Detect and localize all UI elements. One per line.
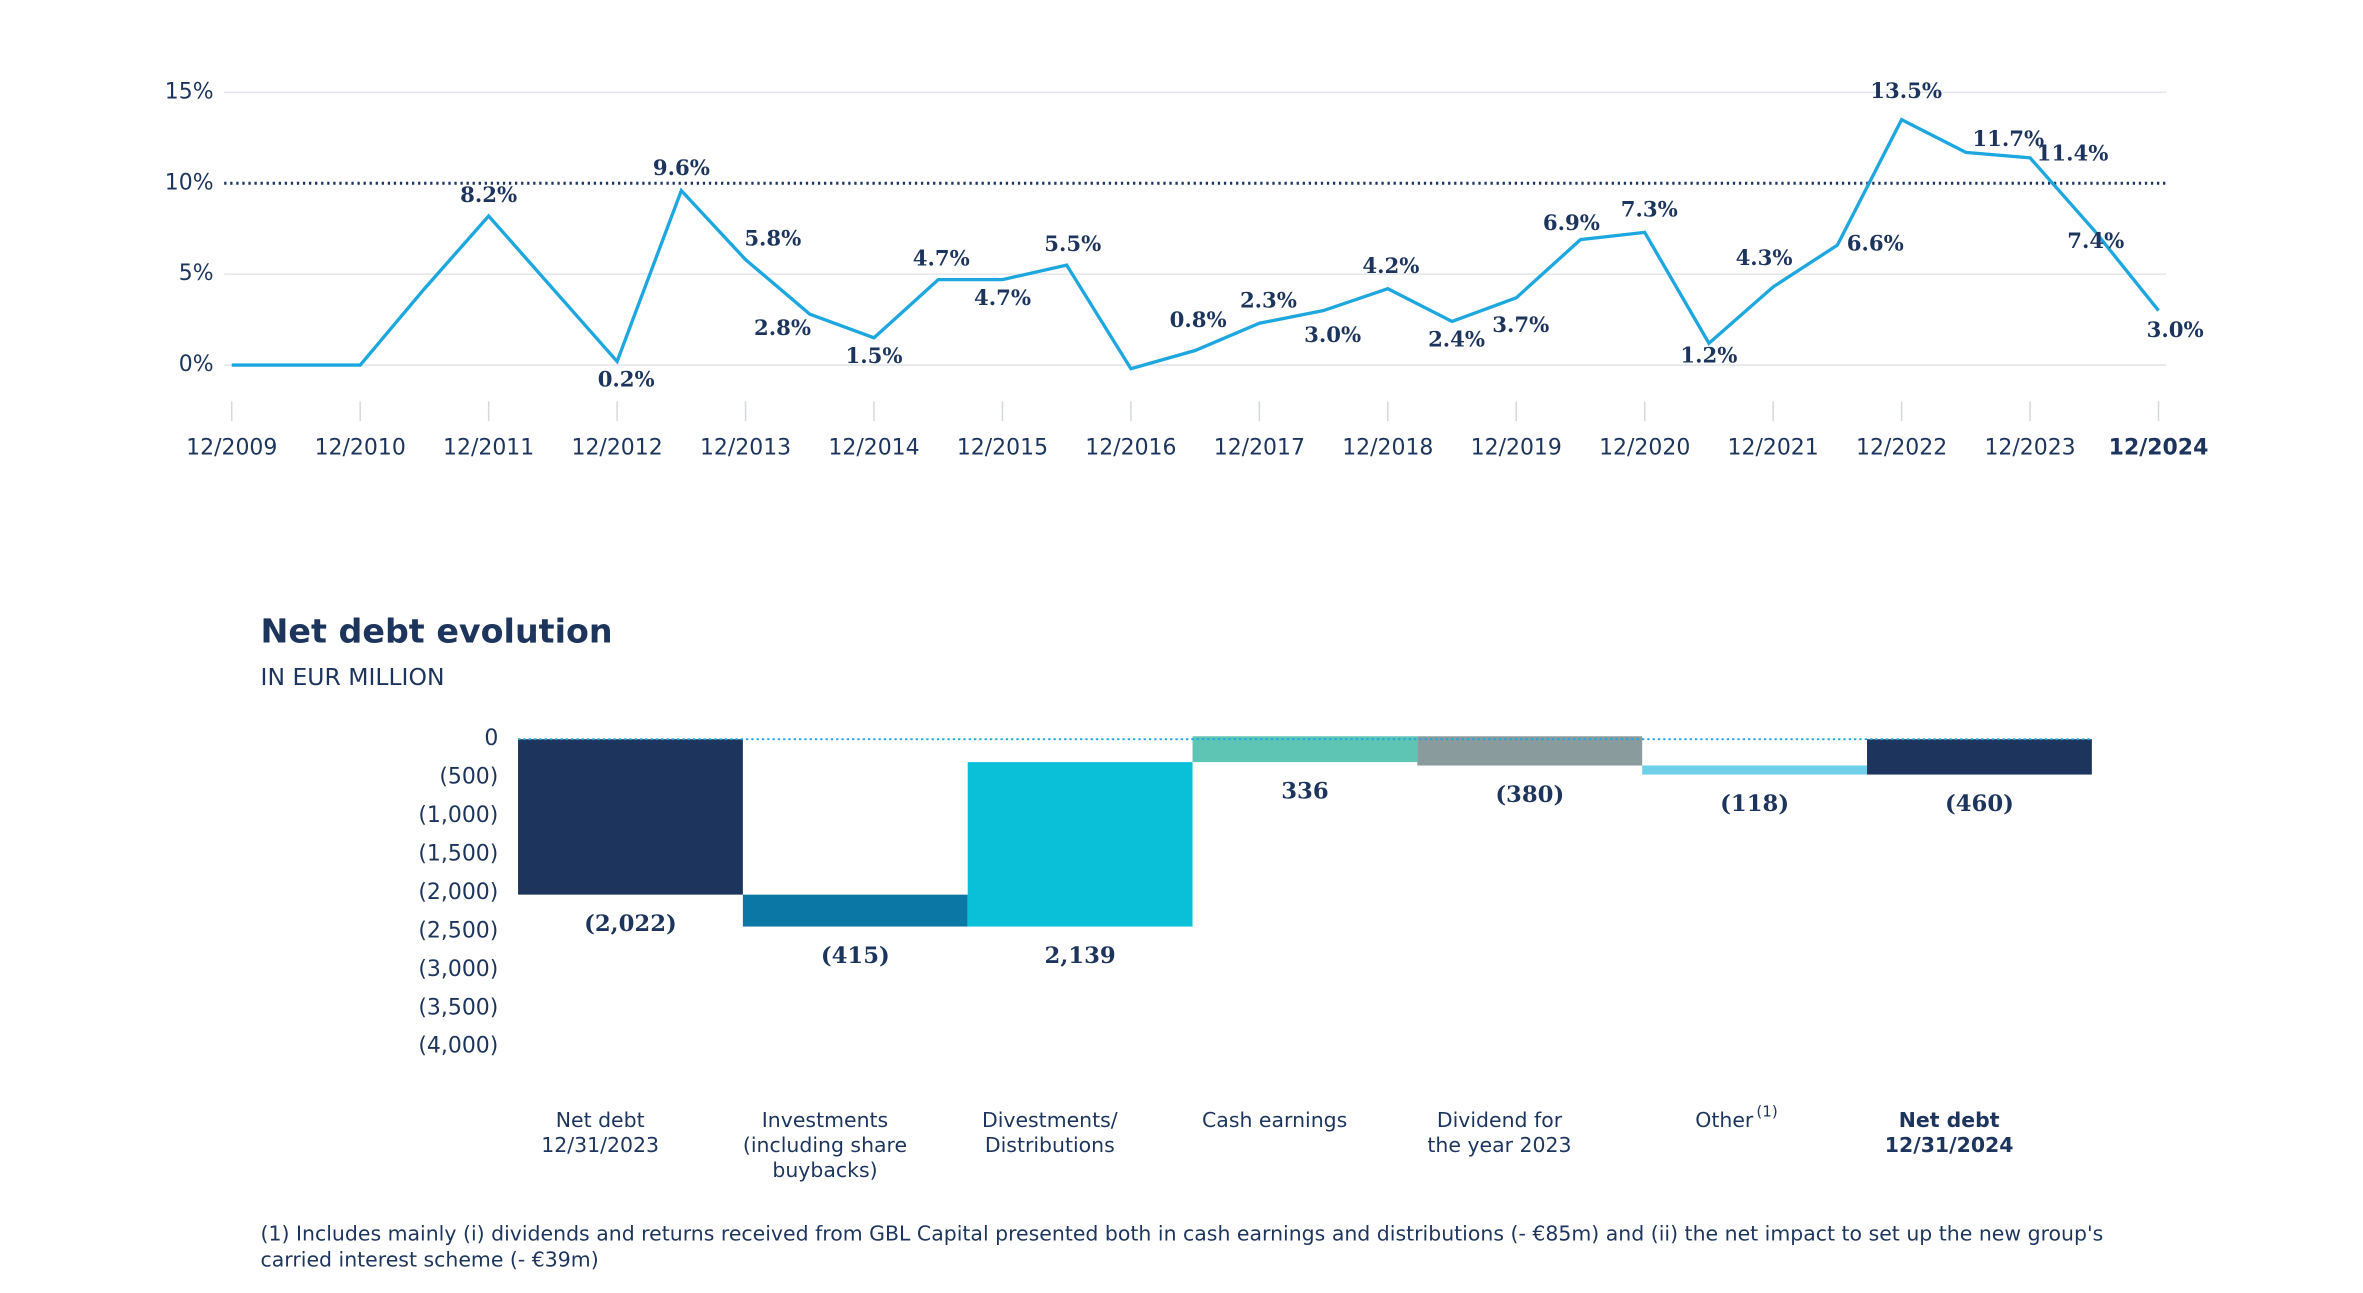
data-label: 0.8% bbox=[1170, 307, 1227, 332]
category-label: Net debt 12/31/2024 bbox=[1885, 1108, 2014, 1157]
x-tick-label: 12/2022 bbox=[1856, 435, 1947, 460]
x-tick-label: 12/2019 bbox=[1471, 435, 1562, 460]
y-tick-label: 0% bbox=[179, 352, 214, 377]
data-label: 0.2% bbox=[598, 367, 655, 392]
y-tick-label: 5% bbox=[179, 261, 214, 286]
y-tick-label: (2,500) bbox=[418, 918, 498, 943]
y-tick-label: (4,000) bbox=[418, 1034, 498, 1059]
data-label: 9.6% bbox=[653, 155, 710, 180]
x-tick-label: 12/2012 bbox=[572, 435, 663, 460]
bar bbox=[1417, 736, 1643, 766]
x-tick-label: 12/2024 bbox=[2109, 435, 2209, 460]
x-tick-label: 12/2014 bbox=[828, 435, 919, 460]
chart-subtitle: IN EUR MILLION bbox=[261, 663, 445, 691]
chart-title: Net debt evolution bbox=[261, 612, 613, 651]
y-tick-label: (3,500) bbox=[418, 995, 498, 1020]
category-label: Investments (including share buybacks) bbox=[743, 1108, 907, 1182]
y-tick-label: 10% bbox=[165, 170, 214, 195]
data-label: (460) bbox=[1945, 791, 2014, 817]
x-tick-label: 12/2021 bbox=[1728, 435, 1819, 460]
bar bbox=[967, 762, 1193, 927]
data-label: 1.5% bbox=[846, 343, 903, 368]
data-label: 2.8% bbox=[754, 315, 811, 340]
category-label: Dividend for the year 2023 bbox=[1427, 1108, 1571, 1157]
data-label: 7.3% bbox=[1621, 197, 1678, 222]
x-tick-label: 12/2010 bbox=[315, 435, 406, 460]
data-label: 2,139 bbox=[1045, 943, 1116, 969]
y-tick-label: 15% bbox=[165, 79, 214, 104]
x-tick-label: 12/2013 bbox=[700, 435, 791, 460]
x-tick-label: 12/2017 bbox=[1214, 435, 1305, 460]
data-label: 4.7% bbox=[974, 285, 1031, 310]
data-label: (415) bbox=[821, 943, 890, 969]
x-tick-label: 12/2018 bbox=[1342, 435, 1433, 460]
data-label: 5.8% bbox=[744, 225, 801, 250]
y-tick-label: (1,500) bbox=[418, 842, 498, 867]
data-label: 8.2% bbox=[460, 182, 517, 207]
data-line bbox=[231, 117, 2160, 371]
x-tick-label: 12/2023 bbox=[1984, 435, 2075, 460]
data-label: 2.3% bbox=[1240, 288, 1297, 313]
data-label: 13.5% bbox=[1870, 78, 1942, 103]
footnote-box: (1) Includes mainly (i) dividends and re… bbox=[260, 1222, 2104, 1273]
y-tick-label: (2,000) bbox=[418, 880, 498, 905]
data-label: 1.2% bbox=[1680, 342, 1737, 367]
bar bbox=[1192, 736, 1418, 763]
data-label: 3.0% bbox=[1304, 322, 1361, 347]
data-label: (118) bbox=[1720, 791, 1789, 817]
bar bbox=[1642, 765, 1868, 775]
bar bbox=[1867, 739, 2092, 775]
bar bbox=[742, 894, 968, 927]
category-note: (1) bbox=[1756, 1102, 1777, 1120]
bar bbox=[518, 739, 743, 895]
data-label: (380) bbox=[1495, 782, 1564, 808]
x-tick-label: 12/2009 bbox=[186, 435, 277, 460]
data-label: 7.4% bbox=[2067, 228, 2124, 253]
data-label: 4.3% bbox=[1736, 245, 1793, 270]
data-label: 3.7% bbox=[1492, 312, 1549, 337]
x-tick-label: 12/2015 bbox=[957, 435, 1048, 460]
y-tick-label: (500) bbox=[439, 765, 498, 790]
y-tick-label: (1,000) bbox=[418, 803, 498, 828]
data-label: 6.6% bbox=[1847, 231, 1904, 256]
data-label: 336 bbox=[1281, 778, 1328, 804]
data-label: 11.4% bbox=[2037, 140, 2109, 165]
category-label: Net debt 12/31/2023 bbox=[541, 1108, 659, 1157]
category-label: Cash earnings bbox=[1202, 1108, 1347, 1132]
data-label: 3.0% bbox=[2147, 317, 2204, 342]
data-label: 4.2% bbox=[1362, 253, 1419, 278]
data-label: 4.7% bbox=[913, 245, 970, 270]
data-label: (2,022) bbox=[584, 911, 677, 937]
data-label: 6.9% bbox=[1543, 210, 1600, 235]
data-label: 5.5% bbox=[1044, 231, 1101, 256]
x-tick-label: 12/2020 bbox=[1599, 435, 1690, 460]
category-label: Other bbox=[1695, 1108, 1754, 1132]
footnote: (1) Includes mainly (i) dividends and re… bbox=[260, 1222, 2104, 1273]
y-tick-label: 0 bbox=[484, 726, 498, 751]
category-label: Divestments/Distributions bbox=[982, 1108, 1118, 1157]
y-tick-label: (3,000) bbox=[418, 957, 498, 982]
x-tick-label: 12/2016 bbox=[1085, 435, 1176, 460]
data-label: 11.7% bbox=[1972, 126, 2044, 151]
data-label: 2.4% bbox=[1428, 327, 1485, 352]
x-tick-label: 12/2011 bbox=[443, 435, 534, 460]
